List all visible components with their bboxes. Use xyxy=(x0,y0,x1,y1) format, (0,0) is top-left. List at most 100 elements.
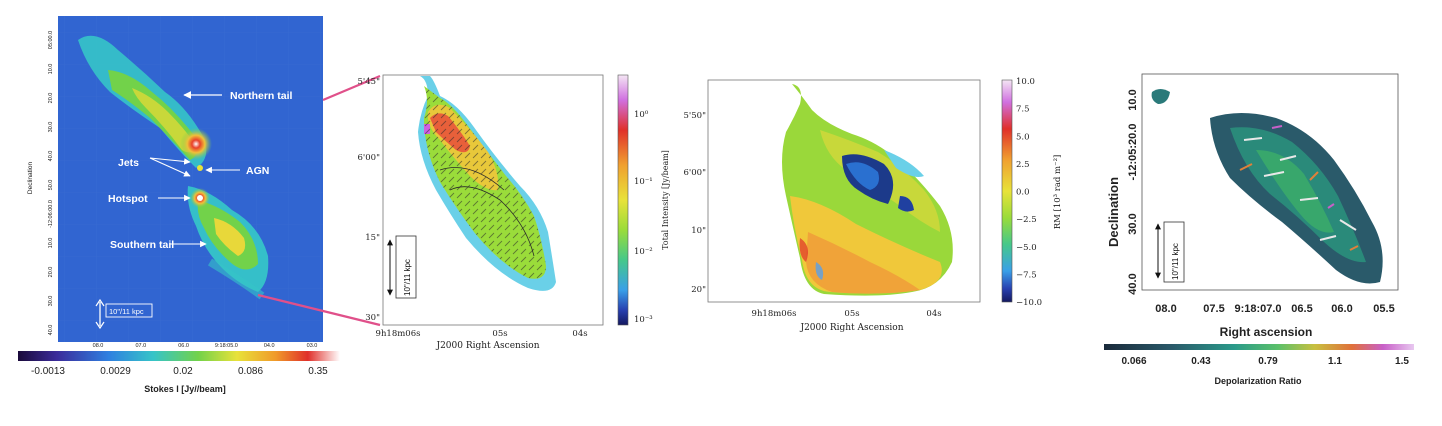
panel-2-total-intensity: 10"/11 kpc 5'45" 6'00" 15" 30" 9h18m06s 05s 0… xyxy=(358,74,670,351)
panel-3-cbtick-5: −2.5 xyxy=(1016,215,1037,225)
panel-4-xtick-3: 06.5 xyxy=(1291,303,1312,315)
panel-1-colorbar xyxy=(18,351,340,361)
panel-4-colorbar xyxy=(1104,344,1414,350)
panel-3-ytick-2: 10" xyxy=(691,226,706,236)
panel-4-xtick-1: 07.5 xyxy=(1203,303,1224,315)
panel-2-xtick-0: 9h18m06s xyxy=(376,329,421,339)
panel-2-yticks: 5'45" 6'00" 15" 30" xyxy=(358,77,381,323)
panel-1-colorbar-ticks: -0.0013 0.0029 0.02 0.086 0.35 xyxy=(31,366,328,377)
panel-1-ytick-3: 30.0 xyxy=(48,122,54,133)
panel-3-xlabel: J2000 Right Ascension xyxy=(799,323,903,333)
panel-4-ylabel: Declination xyxy=(1106,177,1121,247)
panel-1-colorbar-label: Stokes I [Jy//beam] xyxy=(144,384,226,394)
panel-4-xtick-2: 9:18:07.0 xyxy=(1234,303,1281,315)
panel-1-xtick-5: 03.0 xyxy=(307,343,318,349)
panel-1-xtick-4: 04.0 xyxy=(264,343,275,349)
panel-2-cbtick-2: 10⁻² xyxy=(634,247,653,257)
panel-4-xticks: 08.0 07.5 9:18:07.0 06.5 06.0 05.5 xyxy=(1155,303,1394,315)
panel-2-ytick-1: 6'00" xyxy=(358,153,381,163)
panel-2-cbtick-0: 10⁰ xyxy=(634,110,649,120)
panel-4-xtick-4: 06.0 xyxy=(1331,303,1352,315)
panel-3-ytick-0: 5'50" xyxy=(684,111,707,121)
panel-1-xticks: 08.0 07.0 06.0 9:18:05.0 04.0 03.0 xyxy=(93,343,318,349)
panel-3-xtick-1: 05s xyxy=(844,309,859,319)
panel-3-cbtick-4: 0.0 xyxy=(1016,188,1030,198)
panel-3-cbtick-0: 10.0 xyxy=(1016,77,1035,87)
panel-4-cbtick-2: 0.79 xyxy=(1258,356,1278,367)
panel-3-cbtick-3: 2.5 xyxy=(1016,160,1030,170)
panel-3-ytick-3: 20" xyxy=(691,285,706,295)
panel-3-cbtick-6: −5.0 xyxy=(1016,243,1037,253)
panel-3-colorbar-ticks: 10.0 7.5 5.0 2.5 0.0 −2.5 −5.0 −7.5 −10.0 xyxy=(1016,77,1042,308)
panel-4-xtick-5: 05.5 xyxy=(1373,303,1394,315)
panel-2-cbtick-1: 10⁻¹ xyxy=(634,177,653,187)
panel-1-ytick-2: 20.0 xyxy=(48,93,54,104)
panel-1-ytick-10: 40.0 xyxy=(48,325,54,336)
label-southern-tail: Southern tail xyxy=(110,239,174,251)
panel-1-ytick-6: -12:06:00.0 xyxy=(48,200,54,228)
panel-2-xtick-2: 04s xyxy=(572,329,587,339)
panel-4-scalebar: 10"/11 kpc xyxy=(1171,243,1180,280)
label-hotspot: Hotspot xyxy=(108,193,148,205)
panel-3-rotation-measure: 5'50" 6'00" 10" 20" 9h18m06s 05s 04s J2000 Ri… xyxy=(684,77,1063,333)
panel-1-ylabel: Declination xyxy=(27,162,34,195)
panel-4-ytick-0: 10.0 xyxy=(1127,89,1139,110)
panel-1-scalebar: 10"/11 kpc xyxy=(109,307,144,316)
panel-3-cbtick-1: 7.5 xyxy=(1016,105,1030,115)
panel-4-yticks: 10.0 -12:05:20.0 30.0 40.0 xyxy=(1127,89,1139,294)
panel-1-xtick-1: 07.0 xyxy=(135,343,146,349)
panel-4-ytick-1: -12:05:20.0 xyxy=(1127,124,1139,181)
panel-3-cbtick-8: −10.0 xyxy=(1016,298,1042,308)
panel-4-cbtick-4: 1.5 xyxy=(1395,356,1409,367)
panel-1-ytick-0: 05:00.0 xyxy=(48,31,54,49)
panel-1-ytick-7: 10.0 xyxy=(48,238,54,249)
panel-2-xtick-1: 05s xyxy=(492,329,507,339)
panel-3-colorbar-label: RM [10³ rad m⁻²] xyxy=(1053,155,1063,230)
panel-2-cbtick-3: 10⁻³ xyxy=(634,315,653,325)
panel-2-xticks: 9h18m06s 05s 04s xyxy=(376,329,588,339)
panel-1-ytick-9: 30.0 xyxy=(48,296,54,307)
panel-4-cbtick-0: 0.066 xyxy=(1121,356,1146,367)
panel-2-colorbar-ticks: 10⁰ 10⁻¹ 10⁻² 10⁻³ xyxy=(634,110,653,325)
panel-2-xlabel: J2000 Right Ascension xyxy=(435,341,539,351)
panel-4-cbtick-1: 0.43 xyxy=(1191,356,1211,367)
panel-1-yticks: 05:00.0 10.0 20.0 30.0 40.0 50.0 -12:06:00.0 10… xyxy=(48,31,54,336)
panel-2-ytick-3: 30" xyxy=(365,313,380,323)
panel-3-colorbar xyxy=(1001,79,1013,303)
panel-1-cbtick-0: -0.0013 xyxy=(31,366,65,377)
panel-3-xticks: 9h18m06s 05s 04s xyxy=(752,309,942,319)
panel-1-ytick-8: 20.0 xyxy=(48,267,54,278)
panel-3-yticks: 5'50" 6'00" 10" 20" xyxy=(684,111,707,295)
panel-2-scalebar: 10"/11 kpc xyxy=(403,259,412,296)
panel-1-cbtick-2: 0.02 xyxy=(173,366,193,377)
panel-3-xtick-0: 9h18m06s xyxy=(752,309,797,319)
panel-3-cbtick-2: 5.0 xyxy=(1016,132,1030,142)
panel-1-ytick-4: 40.0 xyxy=(48,151,54,162)
panel-4-depolarization: 10"/11 kpc Declination 10.0 -12:05:20.0 30… xyxy=(1104,73,1414,386)
panel-3-ytick-1: 6'00" xyxy=(684,168,707,178)
panel-1-xtick-3: 9:18:05.0 xyxy=(215,343,238,349)
panel-1-cbtick-1: 0.0029 xyxy=(100,366,131,377)
panel-4-xlabel: Right ascension xyxy=(1220,325,1313,339)
panel-1-ytick-5: 50.0 xyxy=(48,180,54,191)
panel-1-stokes-map: Northern tail Jets AGN Hotspot Southern … xyxy=(18,16,340,394)
panel-1-cbtick-4: 0.35 xyxy=(308,366,328,377)
panel-3-xtick-2: 04s xyxy=(926,309,941,319)
panel-4-colorbar-ticks: 0.066 0.43 0.79 1.1 1.5 xyxy=(1121,356,1409,367)
label-northern-tail: Northern tail xyxy=(230,90,293,102)
panel-2-colorbar xyxy=(617,74,629,326)
panel-4-cbtick-3: 1.1 xyxy=(1328,356,1342,367)
panel-1-ytick-1: 10.0 xyxy=(48,64,54,75)
panel-2-ytick-0: 5'45" xyxy=(358,77,381,87)
zoom-connector-bottom xyxy=(257,293,381,327)
panel-4-ytick-3: 40.0 xyxy=(1127,273,1139,294)
label-agn: AGN xyxy=(246,165,269,177)
panel-3-cbtick-7: −7.5 xyxy=(1016,270,1037,280)
panel-2-ytick-2: 15" xyxy=(365,233,380,243)
zoom-connector-top xyxy=(322,74,381,102)
label-jets: Jets xyxy=(118,157,139,169)
panel-4-ytick-2: 30.0 xyxy=(1127,213,1139,234)
panel-1-xtick-0: 08.0 xyxy=(93,343,104,349)
panel-2-colorbar-label: Total Intensity [Jy/beam] xyxy=(661,150,670,250)
